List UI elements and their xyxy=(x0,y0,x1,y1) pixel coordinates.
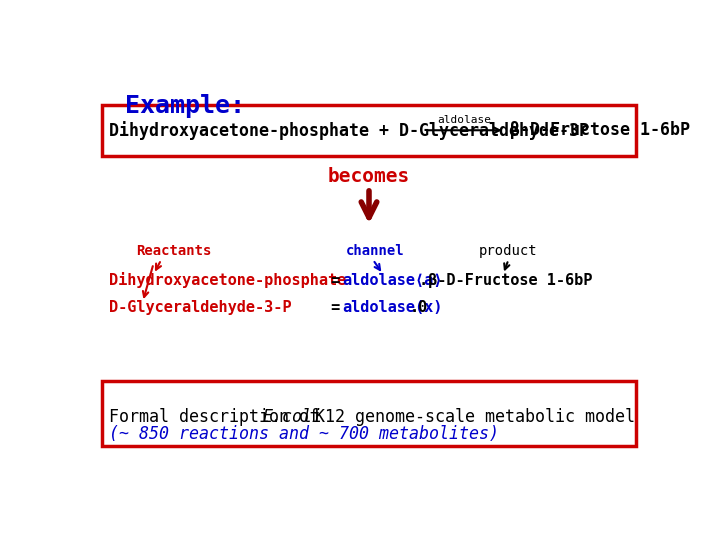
Text: Dihydroxyacetone-phosphate: Dihydroxyacetone-phosphate xyxy=(109,272,346,288)
FancyBboxPatch shape xyxy=(102,105,636,156)
FancyBboxPatch shape xyxy=(102,381,636,446)
Text: =: = xyxy=(323,300,350,315)
Text: D-Glyceraldehyde-3-P: D-Glyceraldehyde-3-P xyxy=(109,300,292,315)
Text: product: product xyxy=(480,244,538,258)
Text: Reactants: Reactants xyxy=(136,244,212,258)
Text: E.coli: E.coli xyxy=(263,408,323,427)
Text: aldolase⟨a⟩: aldolase⟨a⟩ xyxy=(342,273,442,288)
Text: Dihydroxyacetone-phosphate + D-Glyceraldehyde-3P: Dihydroxyacetone-phosphate + D-Glycerald… xyxy=(109,121,590,140)
Text: becomes: becomes xyxy=(328,167,410,186)
Text: .0: .0 xyxy=(410,300,428,315)
Text: Example:: Example: xyxy=(125,94,245,118)
Text: K12 genome-scale metabolic model: K12 genome-scale metabolic model xyxy=(305,408,636,427)
Text: channel: channel xyxy=(346,244,405,258)
Text: aldolase(x): aldolase(x) xyxy=(342,300,442,315)
Text: Formal description of: Formal description of xyxy=(109,408,329,427)
Text: =: = xyxy=(323,273,350,288)
Text: (~ 850 reactions and ~ 700 metabolites): (~ 850 reactions and ~ 700 metabolites) xyxy=(109,426,500,443)
Text: β-D-Fructose 1-6bP: β-D-Fructose 1-6bP xyxy=(510,122,690,139)
Text: aldolase: aldolase xyxy=(438,115,492,125)
Text: .β-D-Fructose 1-6bP: .β-D-Fructose 1-6bP xyxy=(419,273,593,288)
